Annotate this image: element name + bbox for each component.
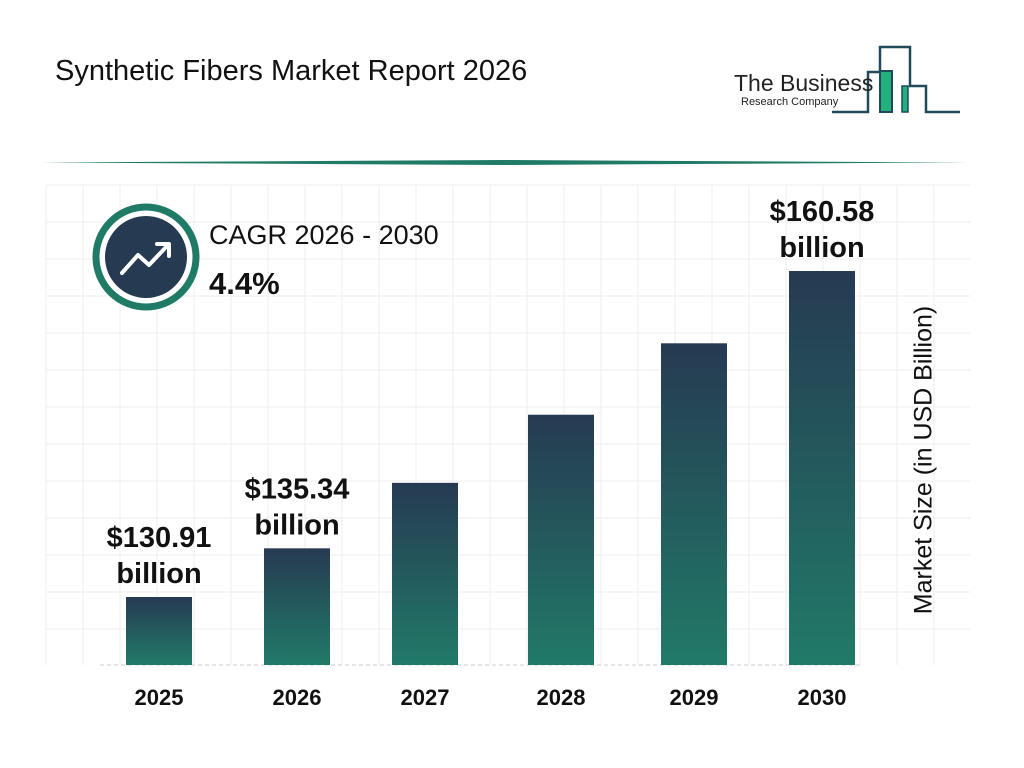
logo-text-line1: The Business <box>734 70 874 96</box>
data-label: billion <box>779 232 864 264</box>
x-tick-label: 2029 <box>670 685 719 710</box>
logo-buildings-icon <box>832 45 960 114</box>
data-label: $135.34 <box>245 473 350 505</box>
trending-up-icon <box>120 242 171 275</box>
logo-text-line2: Research Company <box>741 96 839 108</box>
cagr-badge <box>92 203 200 311</box>
x-tick-label: 2027 <box>401 685 450 710</box>
bar-2030 <box>789 271 855 665</box>
x-tick-label: 2028 <box>537 685 586 710</box>
data-label: billion <box>254 509 339 541</box>
bar-2028 <box>528 414 594 665</box>
bar-2027 <box>392 482 458 665</box>
x-tick-label: 2026 <box>273 685 322 710</box>
company-logo: The Business Research Company <box>720 40 970 120</box>
y-axis-label: Market Size (in USD Billion) <box>909 305 938 615</box>
data-label: $160.58 <box>770 196 875 228</box>
page-title: Synthetic Fibers Market Report 2026 <box>55 55 528 87</box>
x-tick-label: 2025 <box>135 685 184 710</box>
x-tick-label: 2030 <box>798 685 847 710</box>
cagr-label: CAGR 2026 - 2030 <box>209 220 439 250</box>
bar-2029 <box>661 343 727 665</box>
header-divider <box>40 160 970 165</box>
bar-2026 <box>264 548 330 665</box>
data-label: billion <box>116 558 201 590</box>
data-label: $130.91 <box>107 522 212 554</box>
bar-2025 <box>126 597 192 665</box>
cagr-value: 4.4% <box>209 266 280 301</box>
